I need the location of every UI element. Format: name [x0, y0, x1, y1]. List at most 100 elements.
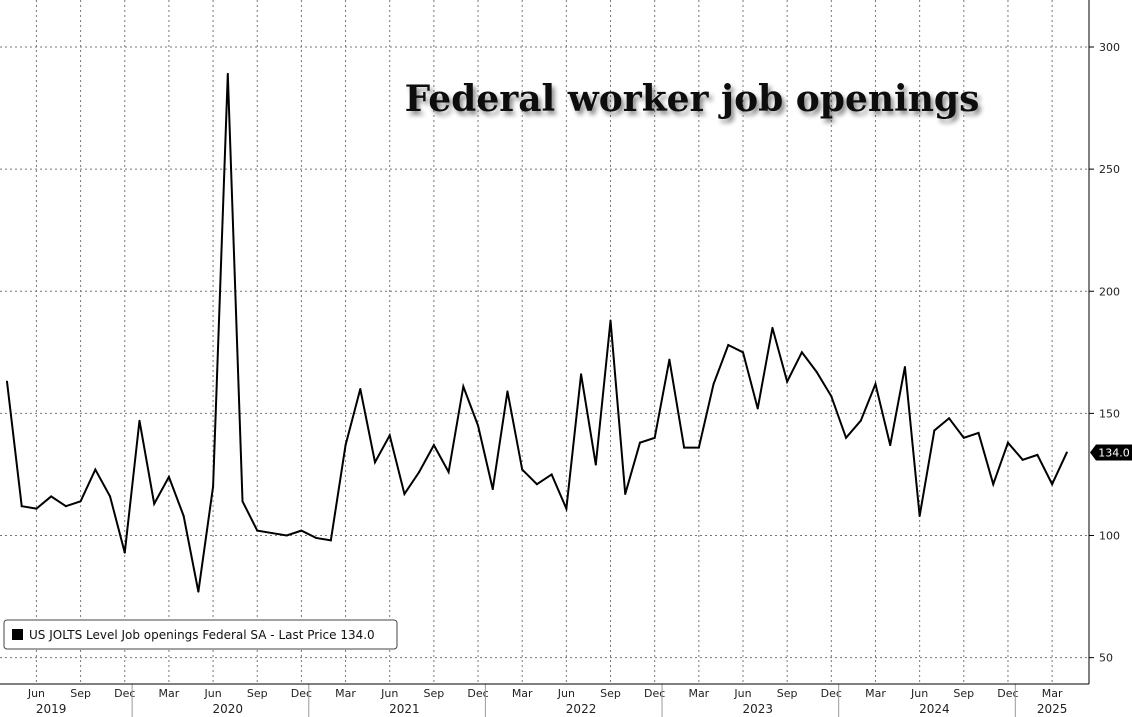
data-point: [550, 473, 553, 476]
x-tick-label: Jun: [910, 687, 928, 700]
data-point: [800, 351, 803, 354]
x-year-label: 2024: [919, 702, 950, 716]
data-point: [270, 532, 273, 535]
data-point: [79, 500, 82, 503]
data-point: [226, 72, 229, 75]
data-point: [712, 383, 715, 386]
data-point: [609, 319, 612, 322]
legend: US JOLTS Level Job openings Federal SA -…: [3, 619, 398, 650]
data-point: [697, 446, 700, 449]
x-tick-label: Sep: [70, 687, 91, 700]
data-point: [256, 529, 259, 532]
data-point: [535, 483, 538, 486]
y-tick-label: 250: [1099, 163, 1120, 176]
data-point: [977, 431, 980, 434]
data-point: [815, 370, 818, 373]
data-point: [64, 505, 67, 508]
data-point: [889, 444, 892, 447]
y-tick-label: 100: [1099, 530, 1120, 543]
data-point: [565, 507, 568, 510]
y-tick-label: 150: [1099, 407, 1120, 420]
data-point: [109, 495, 112, 498]
data-point: [153, 502, 156, 505]
data-point: [506, 390, 509, 393]
data-point: [20, 505, 23, 508]
legend-swatch: [12, 629, 23, 640]
series-layer: [6, 72, 1068, 593]
data-point: [477, 424, 480, 427]
last-value-label: 134.0: [1098, 446, 1130, 459]
data-point: [933, 429, 936, 432]
x-year-label: 2019: [36, 702, 67, 716]
y-tick-label: 50: [1099, 652, 1113, 665]
y-tick-label: 200: [1099, 285, 1120, 298]
y-tick-label: 300: [1099, 41, 1120, 54]
x-tick-label: Mar: [865, 687, 886, 700]
data-point: [388, 434, 391, 437]
data-point: [1051, 483, 1054, 486]
data-point: [683, 446, 686, 449]
data-point: [918, 514, 921, 517]
data-point: [668, 358, 671, 361]
data-point: [300, 529, 303, 532]
data-point: [1036, 453, 1039, 456]
x-tick-label: Sep: [777, 687, 798, 700]
x-year-label: 2023: [742, 702, 773, 716]
x-tick-label: Dec: [114, 687, 135, 700]
x-tick-label: Jun: [203, 687, 221, 700]
data-point: [94, 468, 97, 471]
data-point: [374, 461, 376, 464]
x-tick-label: Sep: [424, 687, 445, 700]
data-point: [432, 444, 435, 447]
x-tick-label: Dec: [644, 687, 665, 700]
x-year-label: 2025: [1037, 702, 1068, 716]
legend-label: US JOLTS Level Job openings Federal SA -…: [29, 628, 375, 642]
data-point: [859, 419, 862, 422]
data-point: [241, 500, 244, 503]
data-point: [727, 343, 730, 346]
x-tick-label: Dec: [291, 687, 312, 700]
last-value-marker: 134.0: [1090, 444, 1132, 461]
data-point: [359, 387, 362, 390]
data-point: [403, 492, 406, 495]
gridlines: [0, 0, 1089, 684]
data-point: [285, 534, 288, 537]
series-line: [6, 73, 1068, 592]
x-tick-label: Mar: [1042, 687, 1063, 700]
data-point: [742, 351, 744, 354]
x-tick-label: Dec: [467, 687, 488, 700]
data-point: [329, 539, 332, 542]
data-point: [1065, 451, 1068, 454]
data-point: [35, 507, 38, 510]
x-tick-label: Dec: [997, 687, 1018, 700]
data-point: [830, 395, 833, 398]
x-tick-label: Mar: [159, 687, 180, 700]
data-point: [138, 419, 141, 422]
data-point: [315, 536, 318, 539]
data-point: [447, 470, 450, 473]
data-point: [845, 436, 848, 439]
data-point: [653, 436, 656, 439]
x-tick-label: Jun: [557, 687, 575, 700]
data-point: [594, 463, 597, 466]
x-tick-label: Jun: [380, 687, 398, 700]
data-point: [212, 485, 215, 488]
data-point: [903, 365, 906, 368]
data-point: [638, 441, 641, 444]
x-tick-label: Sep: [247, 687, 268, 700]
data-point: [624, 492, 627, 495]
data-point: [962, 436, 965, 439]
data-point: [462, 385, 465, 388]
x-tick-label: Mar: [688, 687, 709, 700]
data-point: [344, 444, 347, 447]
x-tick-label: Dec: [821, 687, 842, 700]
data-point: [580, 373, 583, 376]
data-point: [167, 475, 170, 478]
x-tick-label: Sep: [953, 687, 974, 700]
data-point: [948, 417, 951, 420]
data-point: [756, 407, 759, 410]
data-point: [6, 380, 8, 383]
x-year-label: 2021: [389, 702, 420, 716]
